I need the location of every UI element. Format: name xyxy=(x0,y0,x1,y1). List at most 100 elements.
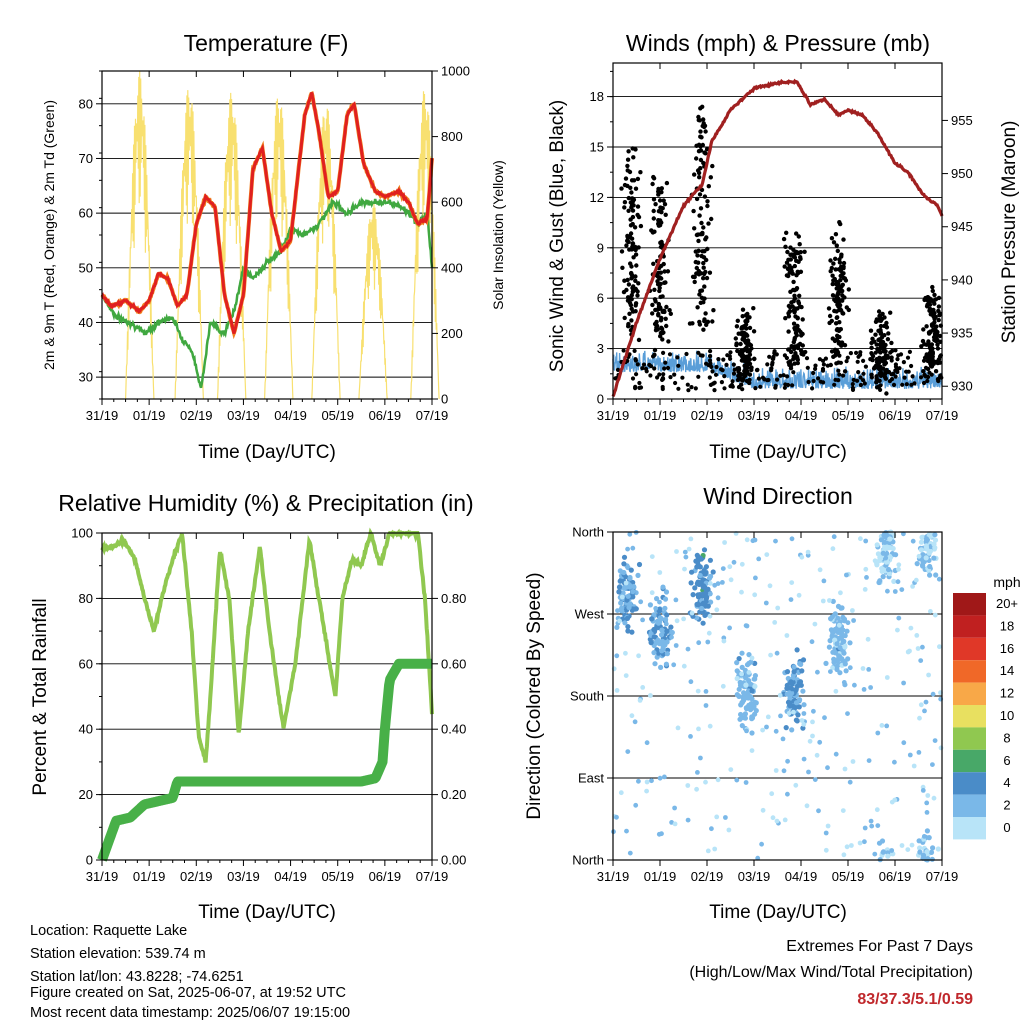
legend-swatch xyxy=(953,615,986,638)
gust-point xyxy=(925,378,930,384)
gust-point xyxy=(656,311,661,317)
gust-point xyxy=(624,243,629,248)
gust-point xyxy=(900,382,905,387)
gust-point xyxy=(878,387,883,392)
direction-point xyxy=(648,693,653,698)
gust-point xyxy=(742,338,748,343)
gust-point xyxy=(933,369,939,374)
gust-point xyxy=(889,340,894,346)
legend-swatch xyxy=(953,727,986,750)
direction-point xyxy=(842,633,848,639)
gust-point xyxy=(789,344,794,349)
gust-point xyxy=(891,382,897,387)
direction-point xyxy=(662,642,668,648)
direction-point xyxy=(931,555,937,561)
direction-point xyxy=(728,577,734,583)
direction-point xyxy=(663,661,670,667)
gust-point xyxy=(657,288,662,294)
direction-point xyxy=(845,711,850,716)
gust-point xyxy=(842,343,848,348)
gust-point xyxy=(653,299,658,304)
y-tick-label-right: 800 xyxy=(441,129,463,144)
direction-point xyxy=(689,610,695,616)
gust-point xyxy=(835,327,840,332)
direction-point xyxy=(705,848,711,854)
gust-point xyxy=(696,374,701,379)
direction-point xyxy=(707,613,713,619)
direction-point xyxy=(707,591,713,597)
direction-point xyxy=(833,650,839,656)
gust-point xyxy=(697,192,703,197)
gust-point xyxy=(664,323,669,329)
direction-point xyxy=(801,702,807,708)
direction-point xyxy=(907,648,912,654)
gust-point xyxy=(638,223,644,229)
direction-point xyxy=(852,682,857,688)
direction-point xyxy=(675,725,681,731)
direction-point xyxy=(836,635,842,642)
direction-point xyxy=(905,847,911,852)
direction-panel: Wind Direction NorthEastSouthWestNorth31… xyxy=(524,483,1021,923)
direction-point xyxy=(788,597,794,602)
humidity-panel: Relative Humidity (%) & Precipitation (i… xyxy=(30,490,474,923)
gust-point xyxy=(694,143,699,148)
direction-point xyxy=(703,564,710,570)
gust-point xyxy=(710,163,715,169)
gust-point xyxy=(902,375,907,380)
direction-xlabel: Time (Day/UTC) xyxy=(709,902,847,923)
direction-point xyxy=(632,719,638,725)
gust-point xyxy=(693,259,698,265)
y-tick-label-left: North xyxy=(572,525,604,540)
info-created: Figure created on Sat, 2025-06-07, at 19… xyxy=(30,985,346,1001)
temperature-title: Temperature (F) xyxy=(184,30,349,56)
gust-point xyxy=(672,372,677,377)
gust-point xyxy=(796,234,801,239)
direction-point xyxy=(773,768,779,773)
direction-point xyxy=(746,652,752,658)
direction-point xyxy=(698,755,703,761)
direction-point xyxy=(909,842,915,848)
direction-point xyxy=(933,572,939,578)
direction-point xyxy=(830,630,836,636)
direction-point xyxy=(630,589,636,595)
gust-point xyxy=(711,381,716,386)
gust-point xyxy=(634,263,639,268)
gust-point xyxy=(820,358,826,363)
y-tick-label-right: 0.60 xyxy=(441,656,466,671)
direction-point xyxy=(703,703,709,708)
y-tick-label-left: 50 xyxy=(79,260,93,275)
y-tick-label-left: 80 xyxy=(79,591,93,606)
gust-point xyxy=(921,327,926,332)
gust-point xyxy=(735,377,741,383)
gust-point xyxy=(791,279,796,285)
y-tick-label-left: 40 xyxy=(79,315,93,330)
direction-point xyxy=(707,581,713,586)
gust-point xyxy=(673,380,678,386)
direction-point xyxy=(889,848,895,853)
direction-point xyxy=(806,769,811,775)
gust-point xyxy=(739,382,744,387)
gust-point xyxy=(827,320,832,326)
direction-point xyxy=(625,546,630,552)
gust-point xyxy=(792,344,798,349)
gust-point xyxy=(698,106,703,111)
direction-point xyxy=(706,575,713,581)
gust-point xyxy=(910,374,915,379)
direction-point xyxy=(919,534,925,541)
gust-point xyxy=(704,322,709,327)
gust-point xyxy=(747,372,753,377)
gust-point xyxy=(635,204,641,209)
direction-point xyxy=(914,561,920,567)
direction-point xyxy=(914,633,920,638)
gust-point xyxy=(790,271,795,276)
direction-point xyxy=(636,778,641,784)
gust-point xyxy=(834,243,839,248)
direction-point xyxy=(649,590,655,596)
gust-point xyxy=(868,357,873,362)
gust-point xyxy=(634,372,639,377)
gust-series xyxy=(613,104,944,396)
direction-point xyxy=(720,580,725,585)
direction-point xyxy=(621,561,627,567)
x-tick-label: 07/19 xyxy=(416,408,449,423)
direction-point xyxy=(644,779,650,785)
